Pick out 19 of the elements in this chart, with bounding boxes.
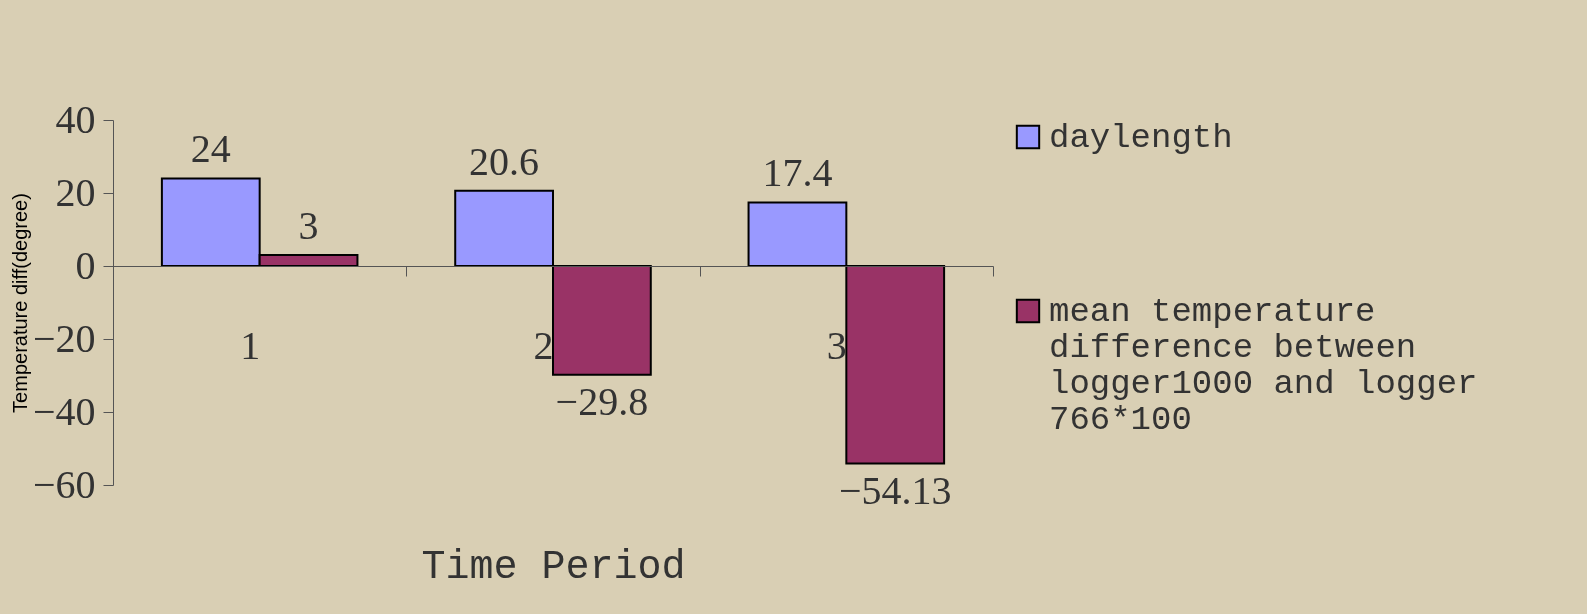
legend-label: daylength	[1049, 119, 1233, 157]
y-tick-label: −20	[32, 315, 96, 361]
data-label: −29.8	[555, 378, 649, 424]
y-tick-label: 20	[55, 169, 96, 215]
y-tick-label: −40	[32, 388, 96, 434]
data-label: 20.6	[469, 138, 540, 184]
x-axis-title: Time Period	[421, 544, 686, 590]
legend-label: mean temperature difference between logger1000 and logger 766*100	[1049, 293, 1478, 439]
x-tick-label: 3	[826, 322, 847, 368]
x-tick-label: 2	[533, 322, 554, 368]
y-tick-label: 40	[55, 96, 96, 142]
y-axis-title: Temperature diff(degree)	[8, 193, 31, 413]
y-tick-label: 0	[75, 242, 96, 288]
y-tick-label: −60	[32, 461, 96, 507]
data-label: 3	[298, 203, 319, 249]
data-label: −54.13	[838, 467, 952, 513]
x-tick-label: 1	[240, 322, 261, 368]
data-label: 24	[190, 126, 231, 172]
data-label: 17.4	[762, 150, 833, 196]
